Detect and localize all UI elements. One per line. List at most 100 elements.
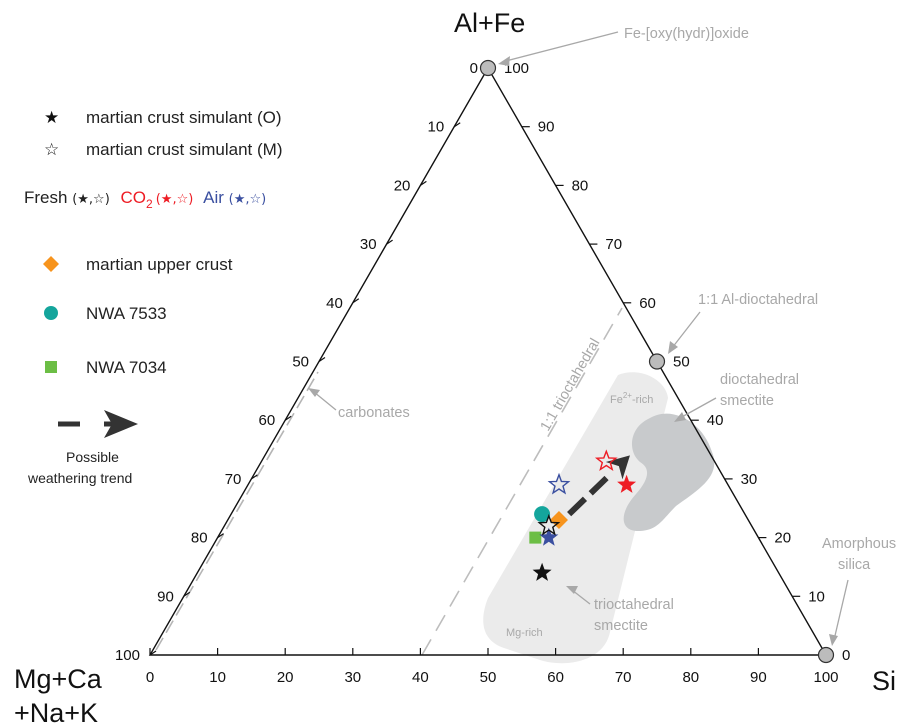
left-tick-label: 60 — [259, 412, 276, 429]
right-tick-label: 100 — [504, 60, 529, 77]
left-tick-label: 40 — [326, 295, 343, 312]
legend-nwa7034-marker — [45, 361, 57, 373]
martian-upper-crust-point — [549, 510, 568, 529]
dioctahedral-smectite-label-1: dioctahedral — [720, 372, 799, 388]
reference-point — [817, 646, 835, 664]
nwa-7034-point — [529, 531, 542, 544]
left-tick-label: 30 — [360, 236, 377, 253]
reference-point — [479, 59, 497, 77]
left-axis-ticks: 0 10 20 30 40 50 60 70 80 90 100 — [115, 60, 495, 664]
apex-right-label: Si — [872, 666, 896, 696]
left-tick-mark — [420, 180, 427, 186]
legend-nwa7533-marker — [44, 306, 58, 320]
left-tick-mark — [386, 239, 393, 245]
left-tick-mark — [149, 650, 157, 656]
fe-rich-fe: Fe — [610, 394, 623, 406]
bottom-tick-label: 30 — [344, 669, 361, 686]
legend-trend-label-1: Possible — [66, 449, 119, 465]
martian-crust-simulant-m-fresh-point — [537, 513, 561, 536]
legend-co2-sub: 2 — [146, 197, 153, 211]
left-tick-mark — [318, 357, 326, 362]
fe-rich-end: -rich — [632, 394, 653, 406]
carbonates-label: carbonates — [338, 405, 410, 421]
amorphous-silica-pointer — [833, 579, 849, 641]
bottom-tick-label: 80 — [682, 669, 699, 686]
left-tick-label: 50 — [292, 354, 309, 371]
al-dioctahedral-label: 1:1 Al-dioctahedral — [698, 292, 818, 308]
left-tick-label: 20 — [394, 177, 411, 194]
legend-upper-crust-marker — [43, 256, 59, 272]
left-tick-mark — [284, 415, 292, 421]
bottom-tick-label: 0 — [146, 669, 154, 686]
legend-upper-crust-label: martian upper crust — [86, 255, 233, 274]
bottom-axis-ticks: 0 10 20 30 40 50 60 70 80 90 100 — [146, 648, 839, 686]
dioct-smectite-pointer-head — [674, 412, 686, 422]
martian-crust-simulant-o-fresh-point — [532, 562, 552, 581]
carbonates-dashed-line — [155, 371, 319, 651]
left-tick-label: 70 — [225, 471, 242, 488]
al-dioct-pointer-head — [668, 341, 678, 354]
apex-left-label-line1: Mg+Ca — [14, 664, 103, 694]
legend: ★ martian crust simulant (O) ☆ martian c… — [24, 108, 282, 486]
dioctahedral-smectite-label-2: smectite — [720, 393, 774, 409]
martian-crust-simulant-o-co2-point — [617, 474, 637, 493]
annotation-arrows — [308, 31, 849, 646]
bottom-tick-label: 60 — [547, 669, 564, 686]
legend-fresh-stars: (★,☆) — [72, 192, 110, 207]
bottom-tick-label: 10 — [209, 669, 226, 686]
legend-star-open-marker: ☆ — [44, 140, 59, 160]
fe-rich-label: Fe2+-rich — [610, 391, 653, 406]
trioctahedral-smectite-label-1: trioctahedral — [594, 597, 674, 613]
data-points — [529, 449, 637, 581]
legend-star-open-label: martian crust simulant (M) — [86, 140, 282, 159]
legend-air-label: Air — [203, 188, 224, 207]
legend-nwa7533-label: NWA 7533 — [86, 304, 167, 323]
right-tick-label: 70 — [605, 236, 622, 253]
carbonates-pointer-head — [308, 388, 320, 397]
martian-crust-simulant-o-air-point — [539, 527, 559, 546]
apex-left-label-line2: +Na+K — [14, 698, 98, 727]
fe-oxide-label: Fe-[oxy(hydr)]oxide — [624, 26, 749, 42]
left-tick-mark — [251, 474, 258, 480]
bottom-tick-label: 90 — [750, 669, 767, 686]
fe-oxide-pointer-head — [498, 56, 510, 66]
legend-trend-label-2: weathering trend — [27, 470, 132, 486]
bottom-tick-label: 70 — [615, 669, 632, 686]
left-tick-mark — [352, 298, 360, 304]
trend-arrow-shaft — [567, 471, 614, 517]
left-tick-label: 0 — [470, 60, 478, 77]
amorphous-silica-label-2: silica — [838, 557, 871, 573]
legend-star-filled-marker: ★ — [44, 108, 59, 128]
left-tick-mark — [217, 533, 224, 539]
reference-point — [648, 353, 666, 370]
mg-rich-label: Mg-rich — [506, 627, 543, 639]
bottom-tick-label: 100 — [813, 669, 838, 686]
apex-top-label: Al+Fe — [454, 8, 525, 38]
bottom-tick-label: 50 — [480, 669, 497, 686]
right-tick-label: 30 — [741, 471, 758, 488]
right-tick-label: 60 — [639, 295, 656, 312]
left-tick-label: 100 — [115, 647, 140, 664]
al-dioct-pointer — [671, 311, 701, 349]
legend-star-filled-label: martian crust simulant (O) — [86, 108, 282, 127]
fe-oxide-pointer — [501, 31, 619, 63]
trioctahedral-smectite-region — [483, 372, 668, 664]
legend-co2-stars: (★,☆) — [156, 192, 194, 207]
right-tick-label: 40 — [707, 412, 724, 429]
nwa-7533-point — [534, 506, 551, 523]
legend-nwa7034-label: NWA 7034 — [86, 358, 167, 377]
left-tick-label: 80 — [191, 530, 208, 547]
right-tick-label: 0 — [842, 647, 850, 664]
right-tick-label: 20 — [774, 530, 791, 547]
right-tick-label: 90 — [538, 119, 555, 136]
reference-points — [479, 59, 835, 664]
legend-conditions: Fresh (★,☆) CO2 (★,☆) Air (★,☆) — [24, 188, 266, 211]
dioct-smectite-pointer — [679, 397, 717, 419]
trioct-smectite-pointer — [571, 589, 591, 605]
left-tick-label: 10 — [428, 119, 445, 136]
legend-co2-label: CO — [121, 188, 147, 207]
legend-air-stars: (★,☆) — [229, 192, 267, 207]
left-tick-mark — [183, 591, 191, 597]
